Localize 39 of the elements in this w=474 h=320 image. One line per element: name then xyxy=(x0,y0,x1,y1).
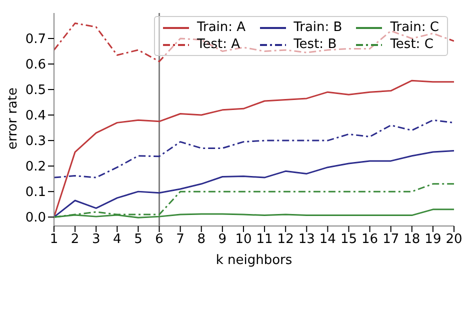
x-tick-label: 19 xyxy=(424,232,442,248)
x-tick-label: 16 xyxy=(362,232,378,248)
x-tick-label: 1 xyxy=(50,232,58,248)
x-tick-label: 3 xyxy=(92,232,100,248)
legend-label: Train: B xyxy=(294,20,342,35)
y-tick-label: 0.0 xyxy=(25,210,46,226)
line-series xyxy=(54,119,454,178)
x-tick-label: 18 xyxy=(404,232,420,248)
x-tick-label: 11 xyxy=(256,232,273,248)
x-tick-label: 15 xyxy=(340,232,358,248)
y-tick-label: 0.3 xyxy=(25,134,46,150)
x-axis-title: k neighbors xyxy=(216,253,292,268)
legend-label: Test: B xyxy=(294,37,337,52)
y-tick-label: 0.7 xyxy=(25,32,46,48)
legend-label: Test: C xyxy=(390,37,434,52)
line-series xyxy=(54,80,454,218)
legend-label: Test: A xyxy=(196,37,240,52)
x-tick-label: 14 xyxy=(319,232,336,248)
y-tick-label: 0.1 xyxy=(25,185,46,200)
x-tick-label: 9 xyxy=(218,232,227,248)
x-tick-label: 10 xyxy=(235,232,252,248)
legend-label: Train: A xyxy=(196,20,246,35)
x-tick-label: 13 xyxy=(298,232,315,248)
x-tick-label: 12 xyxy=(277,232,294,248)
line-series xyxy=(54,22,454,62)
x-tick-label: 17 xyxy=(382,232,400,248)
x-tick-label: 6 xyxy=(155,232,164,248)
y-tick-label: 0.5 xyxy=(25,83,46,98)
x-tick-label: 20 xyxy=(446,232,462,248)
legend-label: Train: C xyxy=(390,20,439,35)
line-series xyxy=(54,150,454,218)
x-tick-label: 2 xyxy=(70,232,80,248)
x-tick-label: 7 xyxy=(176,232,184,248)
y-tick-label: 0.6 xyxy=(25,58,46,73)
y-tick-label: 0.2 xyxy=(25,160,46,175)
x-tick-label: 5 xyxy=(134,232,142,248)
x-tick-label: 4 xyxy=(113,232,122,248)
x-tick-label: 8 xyxy=(197,232,206,248)
y-tick-label: 0.4 xyxy=(25,108,46,124)
